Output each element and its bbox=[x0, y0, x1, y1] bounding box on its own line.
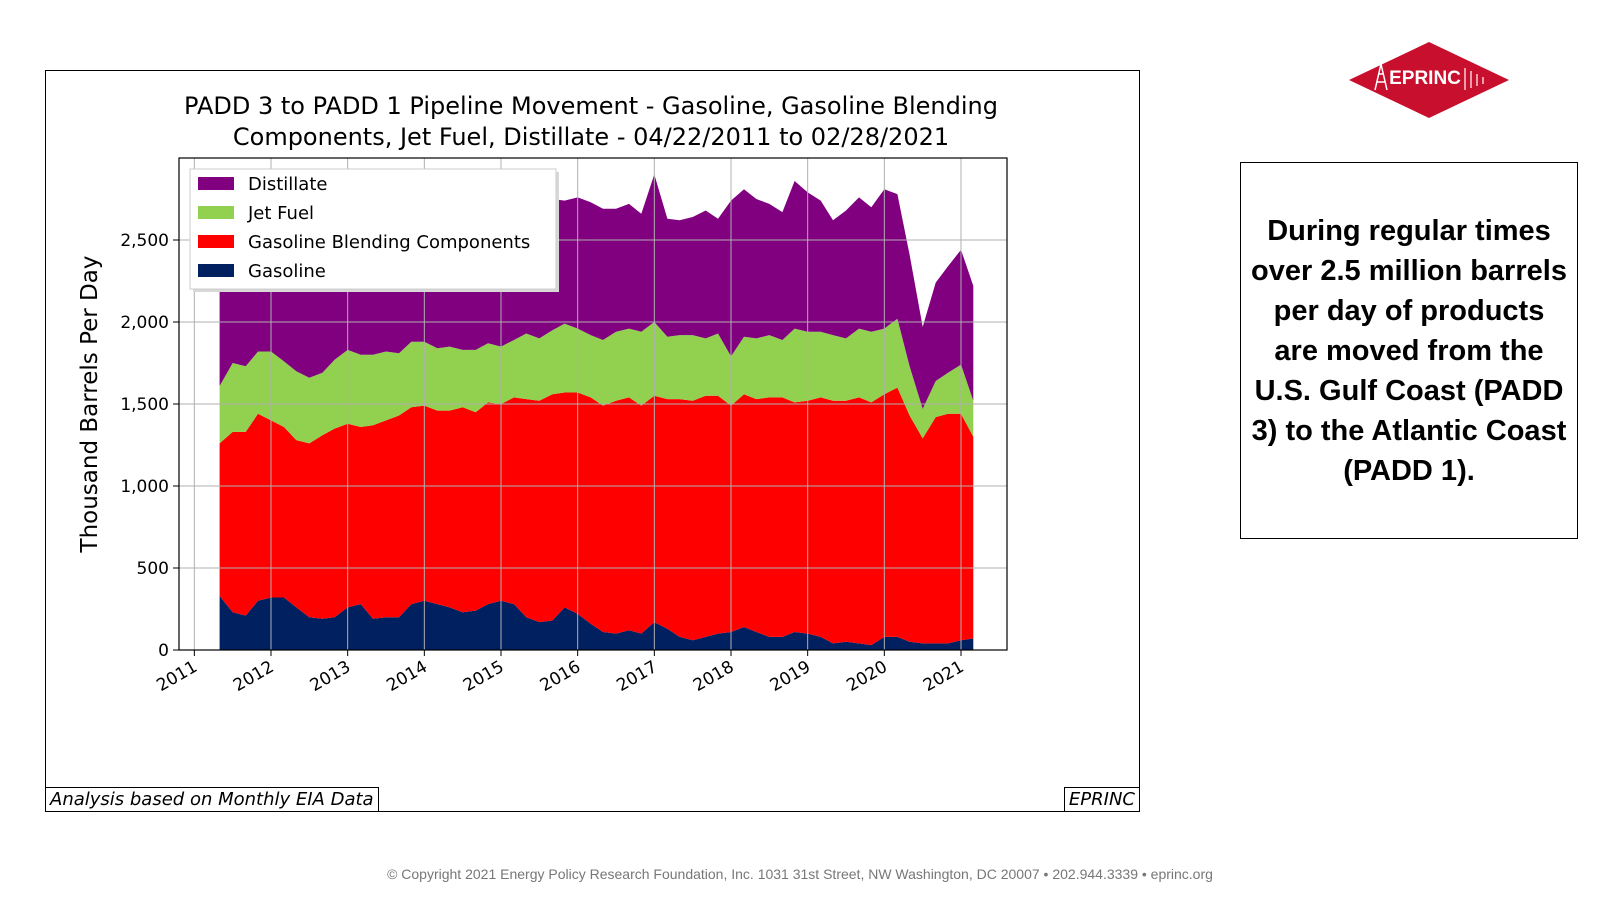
x-tick-label: 2020 bbox=[843, 657, 890, 696]
logo-wordmark: EPRINC bbox=[1389, 68, 1461, 89]
y-axis-label: Thousand Barrels Per Day bbox=[77, 256, 103, 554]
legend-label-jet-fuel: Jet Fuel bbox=[247, 203, 314, 224]
chart-title-line-2: Components, Jet Fuel, Distillate - 04/22… bbox=[233, 123, 949, 151]
x-tick-label: 2012 bbox=[230, 657, 277, 696]
x-tick-label: 2015 bbox=[460, 657, 507, 696]
y-axis-ticks: 0 500 1,000 1,500 2,000 2,500 bbox=[120, 231, 179, 661]
logo-diamond bbox=[1349, 42, 1509, 118]
y-tick-label: 1,000 bbox=[120, 477, 169, 497]
x-tick-label: 2014 bbox=[383, 657, 430, 696]
x-tick-label: 2016 bbox=[537, 657, 584, 696]
logo-derrick-icon bbox=[1374, 63, 1388, 91]
x-tick-label: 2011 bbox=[153, 657, 200, 696]
y-tick-label: 500 bbox=[137, 559, 169, 579]
eprinc-logo: EPRINC bbox=[1349, 42, 1509, 118]
legend-swatch-blending bbox=[198, 235, 234, 248]
callout-text: During regular times over 2.5 million ba… bbox=[1240, 162, 1578, 539]
footnote-source: Analysis based on Monthly EIA Data bbox=[45, 787, 379, 812]
legend-swatch-jet-fuel bbox=[198, 206, 234, 219]
chart-title-line-1: PADD 3 to PADD 1 Pipeline Movement - Gas… bbox=[184, 92, 998, 120]
y-tick-label: 2,000 bbox=[120, 313, 169, 333]
chart-legend: Distillate Jet Fuel Gasoline Blending Co… bbox=[189, 168, 559, 292]
legend-label-gasoline: Gasoline bbox=[248, 261, 326, 282]
x-tick-label: 2017 bbox=[613, 657, 660, 696]
legend-label-distillate: Distillate bbox=[248, 174, 327, 195]
area-jet-fuel bbox=[219, 318, 974, 444]
y-tick-label: 0 bbox=[158, 641, 169, 661]
copyright-footer: © Copyright 2021 Energy Policy Research … bbox=[387, 866, 1213, 882]
y-tick-label: 2,500 bbox=[120, 231, 169, 251]
area-gasoline bbox=[219, 595, 974, 650]
x-tick-label: 2019 bbox=[767, 657, 814, 696]
x-tick-label: 2018 bbox=[690, 657, 737, 696]
legend-box bbox=[189, 168, 557, 290]
x-tick-label: 2021 bbox=[920, 657, 967, 696]
legend-swatch-gasoline bbox=[198, 264, 234, 277]
legend-swatch-distillate bbox=[198, 177, 234, 190]
logo-bridge-icon bbox=[1464, 68, 1484, 90]
x-tick-label: 2013 bbox=[307, 657, 354, 696]
chart-svg: PADD 3 to PADD 1 Pipeline Movement - Gas… bbox=[77, 92, 1008, 696]
y-tick-label: 1,500 bbox=[120, 395, 169, 415]
legend-label-blending: Gasoline Blending Components bbox=[248, 232, 530, 253]
area-gasoline-blending-components bbox=[219, 387, 974, 646]
footnote-brand: EPRINC bbox=[1063, 787, 1140, 812]
chart-frame: PADD 3 to PADD 1 Pipeline Movement - Gas… bbox=[45, 70, 1140, 812]
x-axis-ticks: 2011 2012 2013 2014 2015 2016 2017 2018 2019 2020… bbox=[153, 650, 968, 696]
